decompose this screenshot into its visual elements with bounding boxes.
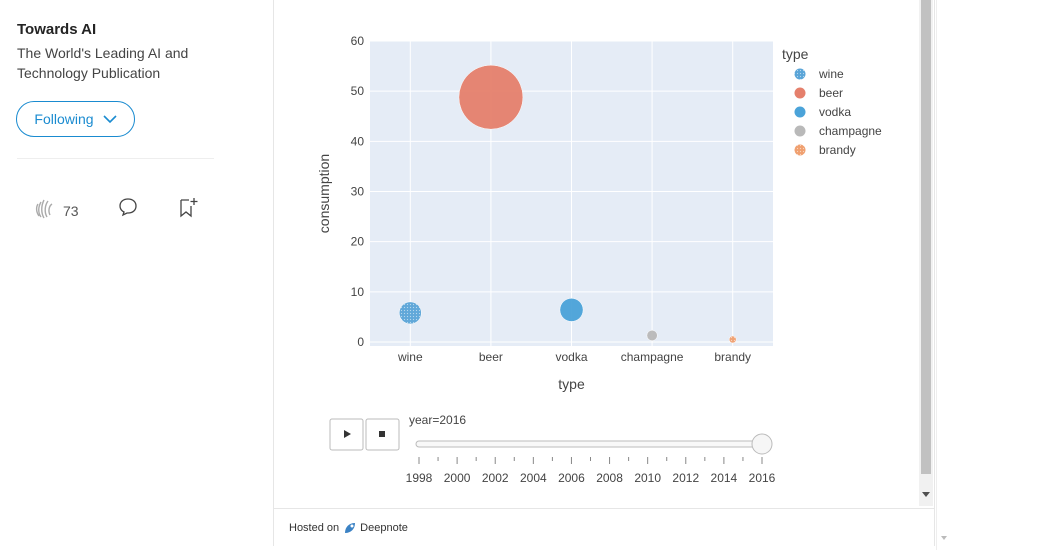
- slider-tick-label[interactable]: 2008: [596, 471, 623, 485]
- slider-rail[interactable]: [415, 440, 766, 448]
- y-tick-label: 20: [351, 235, 365, 249]
- embed-footer: Hosted on Deepnote: [274, 508, 934, 546]
- legend-label-brandy[interactable]: brandy: [819, 143, 856, 157]
- bubble-vodka[interactable]: [559, 298, 584, 322]
- clap-icon: [33, 196, 57, 225]
- y-tick-label: 0: [357, 335, 364, 349]
- y-tick-label: 30: [351, 185, 365, 199]
- legend-label-vodka[interactable]: vodka: [819, 105, 851, 119]
- slider-tick-label[interactable]: 2006: [558, 471, 585, 485]
- slider-tick-label[interactable]: 2012: [672, 471, 699, 485]
- x-tick-label: wine: [397, 350, 423, 364]
- y-tick-label: 10: [351, 285, 365, 299]
- bookmark-add-icon: [177, 196, 199, 223]
- legend-marker-champagne[interactable]: [794, 125, 806, 137]
- x-tick-label: beer: [479, 350, 503, 364]
- x-axis-title: type: [558, 376, 585, 392]
- x-tick-label: vodka: [555, 350, 587, 364]
- bubble-beer[interactable]: [458, 64, 524, 130]
- slider-tick-label[interactable]: 2016: [749, 471, 776, 485]
- slider-tick-label[interactable]: 2002: [482, 471, 509, 485]
- y-tick-label: 40: [351, 134, 365, 148]
- hosted-on-label: Hosted on: [289, 521, 340, 534]
- sidebar: Towards AI The World's Leading AI and Te…: [0, 0, 260, 550]
- legend-label-champagne[interactable]: champagne: [819, 124, 882, 138]
- following-button[interactable]: Following: [16, 101, 135, 137]
- clap-button[interactable]: 73: [33, 196, 79, 225]
- legend-label-wine[interactable]: wine: [818, 67, 844, 81]
- play-icon: [344, 430, 351, 438]
- deepnote-logo-icon: [345, 522, 356, 533]
- page-scrollbar[interactable]: [936, 0, 952, 550]
- bookmark-button[interactable]: [177, 196, 199, 223]
- stop-icon: [379, 431, 385, 437]
- deepnote-embed: 0 10 20 30 40 50 60 wine beer vodka champagne brand…: [273, 0, 935, 546]
- slider-current-label: year=2016: [409, 413, 466, 427]
- legend-label-beer[interactable]: beer: [819, 86, 843, 100]
- legend-marker-pattern-brandy: [794, 144, 806, 156]
- embed-scrollbar[interactable]: [919, 0, 933, 506]
- comment-icon: [117, 196, 139, 223]
- clap-count: 73: [63, 202, 79, 219]
- publication-tagline: The World's Leading AI and Technology Pu…: [17, 45, 189, 81]
- bubble-pattern-wine: [399, 301, 422, 324]
- slider-tick-label[interactable]: 2000: [444, 471, 471, 485]
- x-tick-label: brandy: [714, 350, 751, 364]
- x-tick-label: champagne: [621, 350, 684, 364]
- chevron-down-icon: [102, 114, 117, 124]
- slider-tick-label[interactable]: 2004: [520, 471, 547, 485]
- slider-handle[interactable]: [751, 433, 773, 455]
- legend-marker-pattern-wine: [794, 68, 806, 80]
- y-axis-title: consumption: [316, 154, 332, 233]
- following-label: Following: [34, 111, 94, 127]
- scroll-down-arrow[interactable]: [922, 492, 930, 497]
- deepnote-link[interactable]: Deepnote: [343, 521, 408, 535]
- legend-title: type: [782, 46, 809, 62]
- comment-button[interactable]: [117, 196, 139, 223]
- legend-marker-beer[interactable]: [794, 87, 806, 99]
- slider-tick-label[interactable]: 2014: [711, 471, 738, 485]
- bubble-chart: 0 10 20 30 40 50 60 wine beer vodka champagne brand…: [316, 34, 882, 485]
- publication-name[interactable]: Towards AI: [17, 21, 97, 38]
- deepnote-brand: Deepnote: [360, 521, 408, 534]
- page-scroll-down-arrow[interactable]: [941, 536, 947, 540]
- y-tick-label: 50: [351, 84, 365, 98]
- slider-tick-label[interactable]: 2010: [634, 471, 661, 485]
- scrollbar-thumb[interactable]: [921, 0, 931, 474]
- slider-tick-label[interactable]: 1998: [406, 471, 433, 485]
- legend-marker-vodka[interactable]: [794, 106, 806, 118]
- bubble-champagne[interactable]: [646, 330, 658, 341]
- divider: [17, 158, 214, 159]
- bubble-pattern-brandy: [729, 335, 737, 343]
- y-tick-label: 60: [351, 34, 365, 48]
